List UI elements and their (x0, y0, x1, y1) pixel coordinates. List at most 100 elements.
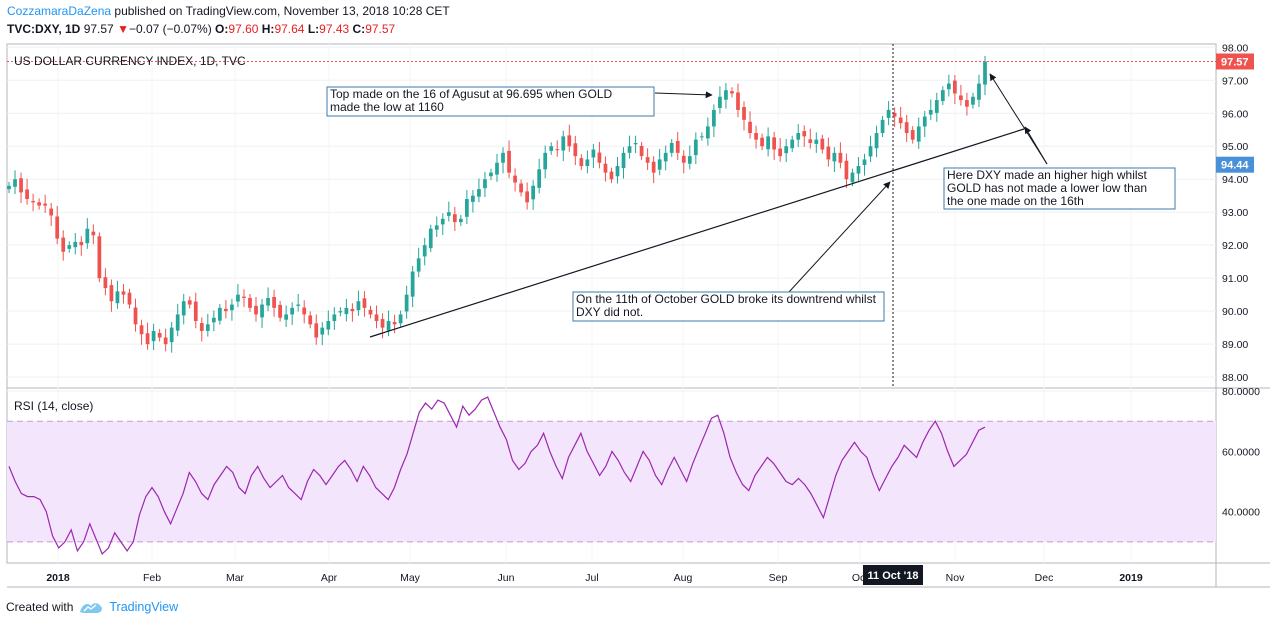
annotation-august-top[interactable] (326, 86, 655, 117)
candle[interactable] (272, 289, 276, 317)
candle[interactable] (211, 310, 216, 332)
candle[interactable] (224, 299, 228, 319)
candle[interactable] (242, 289, 246, 307)
candle[interactable] (651, 156, 656, 184)
candle[interactable] (151, 323, 156, 351)
candle[interactable] (916, 117, 921, 149)
candle[interactable] (338, 307, 343, 317)
candle[interactable] (621, 147, 626, 179)
candle[interactable] (404, 285, 409, 319)
candle[interactable] (169, 322, 174, 353)
candle[interactable] (314, 314, 319, 345)
candle[interactable] (977, 74, 981, 107)
candle[interactable] (814, 132, 819, 153)
candle[interactable] (874, 125, 879, 158)
candle[interactable] (609, 167, 614, 184)
candle[interactable] (579, 154, 584, 170)
candle[interactable] (784, 138, 789, 163)
candle[interactable] (440, 213, 445, 235)
candle[interactable] (663, 145, 668, 171)
candle[interactable] (573, 136, 578, 166)
candle[interactable] (139, 319, 144, 345)
candle[interactable] (525, 182, 529, 210)
candle[interactable] (597, 141, 602, 169)
candle[interactable] (543, 145, 548, 179)
candle[interactable] (886, 101, 891, 126)
candle[interactable] (7, 181, 11, 194)
candle[interactable] (856, 157, 861, 181)
candle[interactable] (260, 298, 264, 328)
candle[interactable] (561, 130, 566, 162)
candle[interactable] (127, 288, 132, 309)
candle[interactable] (880, 115, 885, 138)
candle[interactable] (959, 84, 963, 106)
candle[interactable] (73, 232, 78, 255)
candle[interactable] (175, 303, 180, 337)
candle[interactable] (163, 328, 168, 352)
candle[interactable] (555, 140, 560, 157)
candle[interactable] (290, 302, 295, 325)
candle[interactable] (868, 135, 873, 163)
candle[interactable] (471, 190, 475, 213)
candle[interactable] (699, 132, 704, 141)
candle[interactable] (199, 317, 204, 342)
candle[interactable] (284, 305, 289, 327)
candle[interactable] (718, 86, 722, 114)
candle[interactable] (61, 230, 66, 261)
candle[interactable] (922, 110, 927, 138)
candle[interactable] (320, 322, 325, 346)
rsi-line[interactable] (8, 396, 986, 555)
candle[interactable] (669, 138, 674, 157)
candle[interactable] (724, 82, 728, 109)
candle[interactable] (109, 279, 114, 312)
candle[interactable] (55, 205, 60, 245)
candle[interactable] (904, 114, 909, 142)
candle[interactable] (25, 178, 29, 205)
candle[interactable] (205, 313, 210, 337)
candle[interactable] (712, 104, 716, 138)
candle[interactable] (808, 128, 813, 149)
candle[interactable] (531, 180, 536, 210)
candle[interactable] (898, 106, 903, 129)
candle[interactable] (730, 87, 734, 98)
candle[interactable] (236, 284, 240, 308)
candle[interactable] (230, 298, 234, 321)
candle[interactable] (181, 293, 186, 325)
candle[interactable] (133, 298, 138, 332)
symbol-name[interactable]: TVC:DXY, 1D (7, 22, 81, 36)
candle[interactable] (844, 153, 849, 189)
candle[interactable] (302, 300, 307, 324)
candle[interactable] (705, 117, 710, 146)
candle[interactable] (392, 314, 397, 334)
candle[interactable] (585, 150, 590, 174)
candle[interactable] (832, 147, 837, 172)
candle[interactable] (91, 224, 96, 245)
candle[interactable] (687, 145, 692, 170)
candle[interactable] (838, 142, 843, 169)
candle[interactable] (43, 194, 48, 213)
candle[interactable] (513, 168, 517, 192)
candle[interactable] (422, 237, 427, 266)
candle[interactable] (217, 303, 222, 325)
candle[interactable] (296, 293, 301, 312)
tradingview-link[interactable]: TradingView (109, 600, 179, 614)
candle[interactable] (591, 143, 596, 169)
trend-line[interactable] (369, 128, 1025, 338)
candle[interactable] (802, 125, 807, 147)
candle[interactable] (615, 157, 620, 184)
candle[interactable] (380, 313, 385, 339)
candle[interactable] (862, 153, 867, 176)
candle[interactable] (458, 214, 463, 227)
candles[interactable] (7, 55, 987, 353)
candle[interactable] (946, 74, 951, 97)
candle[interactable] (465, 190, 469, 225)
candle[interactable] (675, 132, 680, 161)
candle[interactable] (940, 86, 945, 106)
candle[interactable] (350, 303, 355, 322)
candle[interactable] (416, 247, 421, 278)
price-axis[interactable]: 98.00 97.00 96.00 95.00 94.00 93.00 92.00 91.00… (1222, 42, 1248, 384)
candle[interactable] (386, 310, 391, 337)
candle[interactable] (398, 310, 403, 328)
candle[interactable] (772, 131, 777, 161)
